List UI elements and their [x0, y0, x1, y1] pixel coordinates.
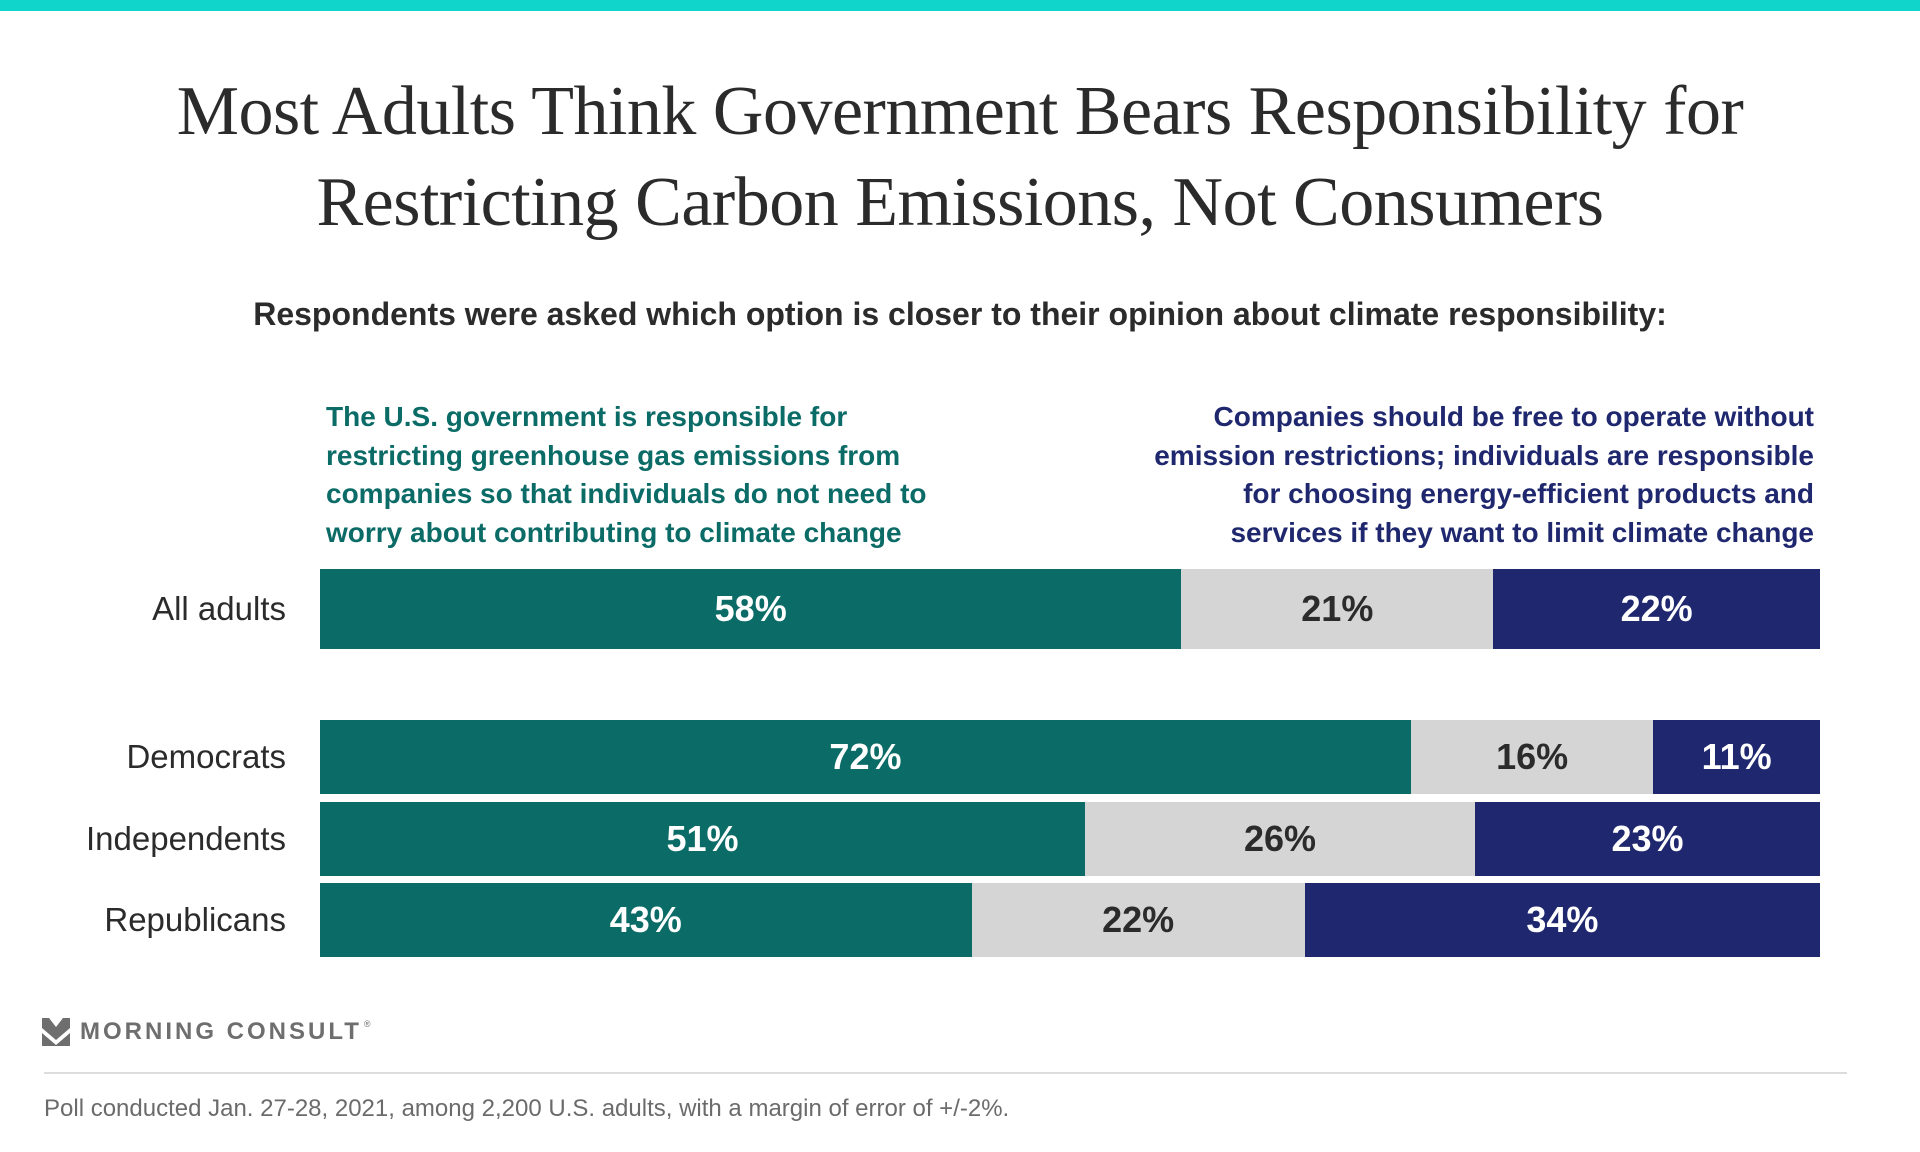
neutral-segment: 16%	[1410, 720, 1654, 794]
footnote: Poll conducted Jan. 27-28, 2021, among 2…	[44, 1095, 1010, 1122]
row-label: All adults	[152, 590, 286, 627]
legend-companies-line: services if they want to limit climate c…	[1230, 516, 1814, 548]
legend-companies-line: emission restrictions; individuals are r…	[1154, 439, 1814, 471]
row-label: Independents	[85, 820, 286, 857]
data-label: 22%	[1102, 899, 1175, 940]
companies-segment: 23%	[1475, 802, 1820, 876]
data-label: 43%	[609, 899, 682, 940]
companies-segment: 22%	[1493, 569, 1820, 649]
data-label: 58%	[714, 588, 787, 629]
stacked-bar: 58% 21% 22%	[320, 569, 1820, 649]
morning-consult-logo: MORNING CONSULT ®	[42, 1018, 371, 1046]
legend-government-line: worry about contributing to climate chan…	[326, 516, 902, 548]
data-label: 16%	[1496, 736, 1569, 777]
chart-title-line-2: Restricting Carbon Emissions, Not Consum…	[316, 164, 1604, 241]
data-label: 26%	[1243, 818, 1317, 859]
legend-government-line: restricting greenhouse gas emissions fro…	[326, 439, 901, 471]
legend-companies: Companies should be free to operate with…	[1054, 398, 1814, 552]
data-label: 21%	[1301, 588, 1374, 629]
accent-top-bar	[0, 0, 1920, 11]
legend-government-line: companies so that individuals do not nee…	[326, 478, 927, 509]
data-label: 51%	[666, 818, 739, 859]
registered-mark: ®	[363, 1019, 371, 1029]
row-label: Republicans	[104, 901, 286, 938]
chart-title-line-1: Most Adults Think Government Bears Respo…	[176, 73, 1744, 150]
data-label: 34%	[1526, 899, 1599, 940]
data-label: 11%	[1701, 736, 1772, 777]
government-segment: 58%	[320, 569, 1182, 649]
data-label: 22%	[1620, 588, 1693, 629]
chart-subtitle: Respondents were asked which option is c…	[253, 296, 1667, 332]
row-label: Democrats	[126, 738, 286, 775]
government-segment: 72%	[320, 720, 1411, 794]
legend-companies-line: for choosing energy-efficient products a…	[1243, 478, 1814, 509]
data-label: 23%	[1611, 818, 1684, 859]
government-segment: 51%	[320, 802, 1085, 876]
stacked-bar: 72% 16% 11%	[320, 720, 1820, 794]
neutral-segment: 22%	[971, 883, 1305, 957]
companies-segment: 11%	[1653, 720, 1820, 794]
legend-government-line: The U.S. government is responsible for	[326, 401, 848, 432]
morning-consult-chevron-icon	[42, 1018, 70, 1046]
legend-government: The U.S. government is responsible for r…	[326, 398, 1046, 552]
footer-divider	[44, 1072, 1847, 1074]
chart-title: Most Adults Think Government Bears Respo…	[0, 66, 1920, 248]
companies-segment: 34%	[1304, 883, 1820, 957]
logo-text: MORNING CONSULT	[80, 1018, 362, 1045]
neutral-segment: 26%	[1085, 802, 1475, 876]
neutral-segment: 21%	[1181, 569, 1494, 649]
stacked-bar: 51% 26% 23%	[320, 802, 1820, 876]
government-segment: 43%	[320, 883, 972, 957]
stacked-bar: 43% 22% 34%	[320, 883, 1820, 957]
legend-companies-line: Companies should be free to operate with…	[1213, 401, 1815, 432]
data-label: 72%	[829, 736, 902, 777]
